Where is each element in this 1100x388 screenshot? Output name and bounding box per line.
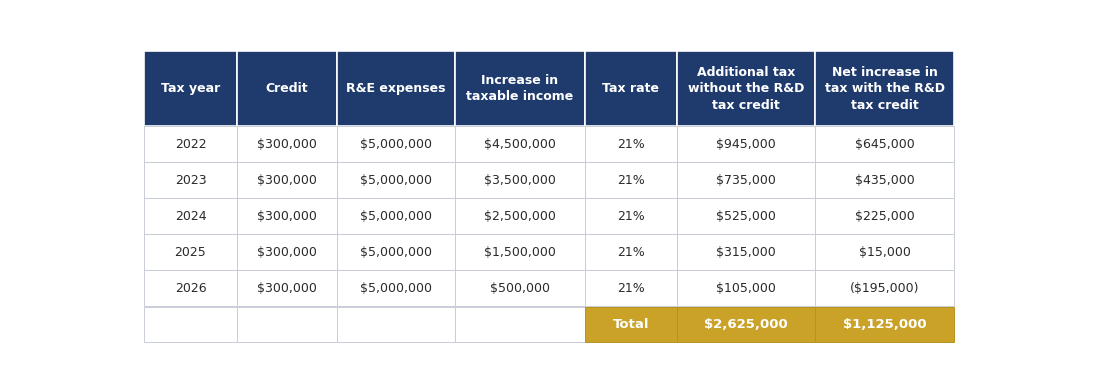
FancyBboxPatch shape <box>585 307 676 342</box>
FancyBboxPatch shape <box>338 51 454 126</box>
FancyBboxPatch shape <box>236 198 338 234</box>
FancyBboxPatch shape <box>585 234 676 270</box>
FancyBboxPatch shape <box>676 198 815 234</box>
Text: $5,000,000: $5,000,000 <box>360 210 432 223</box>
Text: ($195,000): ($195,000) <box>850 282 920 294</box>
Text: $2,625,000: $2,625,000 <box>704 318 788 331</box>
Text: Increase in
taxable income: Increase in taxable income <box>466 74 573 104</box>
FancyBboxPatch shape <box>236 307 338 342</box>
FancyBboxPatch shape <box>585 270 676 306</box>
FancyBboxPatch shape <box>236 162 338 198</box>
Text: $225,000: $225,000 <box>855 210 914 223</box>
FancyBboxPatch shape <box>585 51 676 126</box>
FancyBboxPatch shape <box>236 51 338 126</box>
Text: $5,000,000: $5,000,000 <box>360 282 432 294</box>
Text: $300,000: $300,000 <box>257 138 317 151</box>
Text: $3,500,000: $3,500,000 <box>484 174 556 187</box>
FancyBboxPatch shape <box>144 234 236 270</box>
Text: $300,000: $300,000 <box>257 174 317 187</box>
Text: Tax rate: Tax rate <box>603 82 659 95</box>
FancyBboxPatch shape <box>144 198 236 234</box>
Text: $645,000: $645,000 <box>855 138 914 151</box>
FancyBboxPatch shape <box>676 126 815 162</box>
FancyBboxPatch shape <box>676 162 815 198</box>
Text: $5,000,000: $5,000,000 <box>360 138 432 151</box>
FancyBboxPatch shape <box>338 126 454 162</box>
Text: $4,500,000: $4,500,000 <box>484 138 556 151</box>
FancyBboxPatch shape <box>338 234 454 270</box>
FancyBboxPatch shape <box>144 51 236 126</box>
FancyBboxPatch shape <box>815 162 954 198</box>
Text: $735,000: $735,000 <box>716 174 777 187</box>
FancyBboxPatch shape <box>454 307 585 342</box>
FancyBboxPatch shape <box>454 234 585 270</box>
FancyBboxPatch shape <box>815 270 954 306</box>
Text: $300,000: $300,000 <box>257 246 317 259</box>
FancyBboxPatch shape <box>236 270 338 306</box>
FancyBboxPatch shape <box>585 162 676 198</box>
Text: 21%: 21% <box>617 138 645 151</box>
FancyBboxPatch shape <box>236 234 338 270</box>
FancyBboxPatch shape <box>815 198 954 234</box>
Text: $5,000,000: $5,000,000 <box>360 246 432 259</box>
Text: Total: Total <box>613 318 649 331</box>
Text: $105,000: $105,000 <box>716 282 777 294</box>
FancyBboxPatch shape <box>815 126 954 162</box>
FancyBboxPatch shape <box>585 126 676 162</box>
Text: 21%: 21% <box>617 246 645 259</box>
Text: 2025: 2025 <box>175 246 207 259</box>
Text: $945,000: $945,000 <box>716 138 777 151</box>
Text: $2,500,000: $2,500,000 <box>484 210 556 223</box>
FancyBboxPatch shape <box>454 126 585 162</box>
FancyBboxPatch shape <box>815 307 954 342</box>
FancyBboxPatch shape <box>144 270 236 306</box>
Text: R&E expenses: R&E expenses <box>346 82 446 95</box>
Text: $500,000: $500,000 <box>490 282 550 294</box>
Text: $300,000: $300,000 <box>257 210 317 223</box>
Text: 21%: 21% <box>617 282 645 294</box>
Text: Additional tax
without the R&D
tax credit: Additional tax without the R&D tax credi… <box>688 66 804 112</box>
FancyBboxPatch shape <box>454 270 585 306</box>
FancyBboxPatch shape <box>585 198 676 234</box>
Text: $1,125,000: $1,125,000 <box>843 318 926 331</box>
FancyBboxPatch shape <box>144 162 236 198</box>
Text: $435,000: $435,000 <box>855 174 914 187</box>
FancyBboxPatch shape <box>338 162 454 198</box>
FancyBboxPatch shape <box>338 270 454 306</box>
FancyBboxPatch shape <box>676 51 815 126</box>
FancyBboxPatch shape <box>454 162 585 198</box>
Text: $300,000: $300,000 <box>257 282 317 294</box>
FancyBboxPatch shape <box>676 234 815 270</box>
Text: 21%: 21% <box>617 174 645 187</box>
Text: 2023: 2023 <box>175 174 207 187</box>
FancyBboxPatch shape <box>815 51 954 126</box>
FancyBboxPatch shape <box>338 307 454 342</box>
FancyBboxPatch shape <box>454 198 585 234</box>
Text: 2022: 2022 <box>175 138 207 151</box>
Text: $15,000: $15,000 <box>859 246 911 259</box>
Text: 21%: 21% <box>617 210 645 223</box>
FancyBboxPatch shape <box>676 307 815 342</box>
FancyBboxPatch shape <box>144 126 236 162</box>
Text: Tax year: Tax year <box>161 82 220 95</box>
Text: 2024: 2024 <box>175 210 207 223</box>
FancyBboxPatch shape <box>144 307 236 342</box>
Text: $525,000: $525,000 <box>716 210 777 223</box>
Text: $315,000: $315,000 <box>716 246 777 259</box>
Text: $5,000,000: $5,000,000 <box>360 174 432 187</box>
FancyBboxPatch shape <box>338 198 454 234</box>
Text: Credit: Credit <box>265 82 308 95</box>
Text: Net increase in
tax with the R&D
tax credit: Net increase in tax with the R&D tax cre… <box>825 66 945 112</box>
Text: 2026: 2026 <box>175 282 207 294</box>
FancyBboxPatch shape <box>236 126 338 162</box>
FancyBboxPatch shape <box>454 51 585 126</box>
Text: $1,500,000: $1,500,000 <box>484 246 556 259</box>
FancyBboxPatch shape <box>676 270 815 306</box>
FancyBboxPatch shape <box>815 234 954 270</box>
